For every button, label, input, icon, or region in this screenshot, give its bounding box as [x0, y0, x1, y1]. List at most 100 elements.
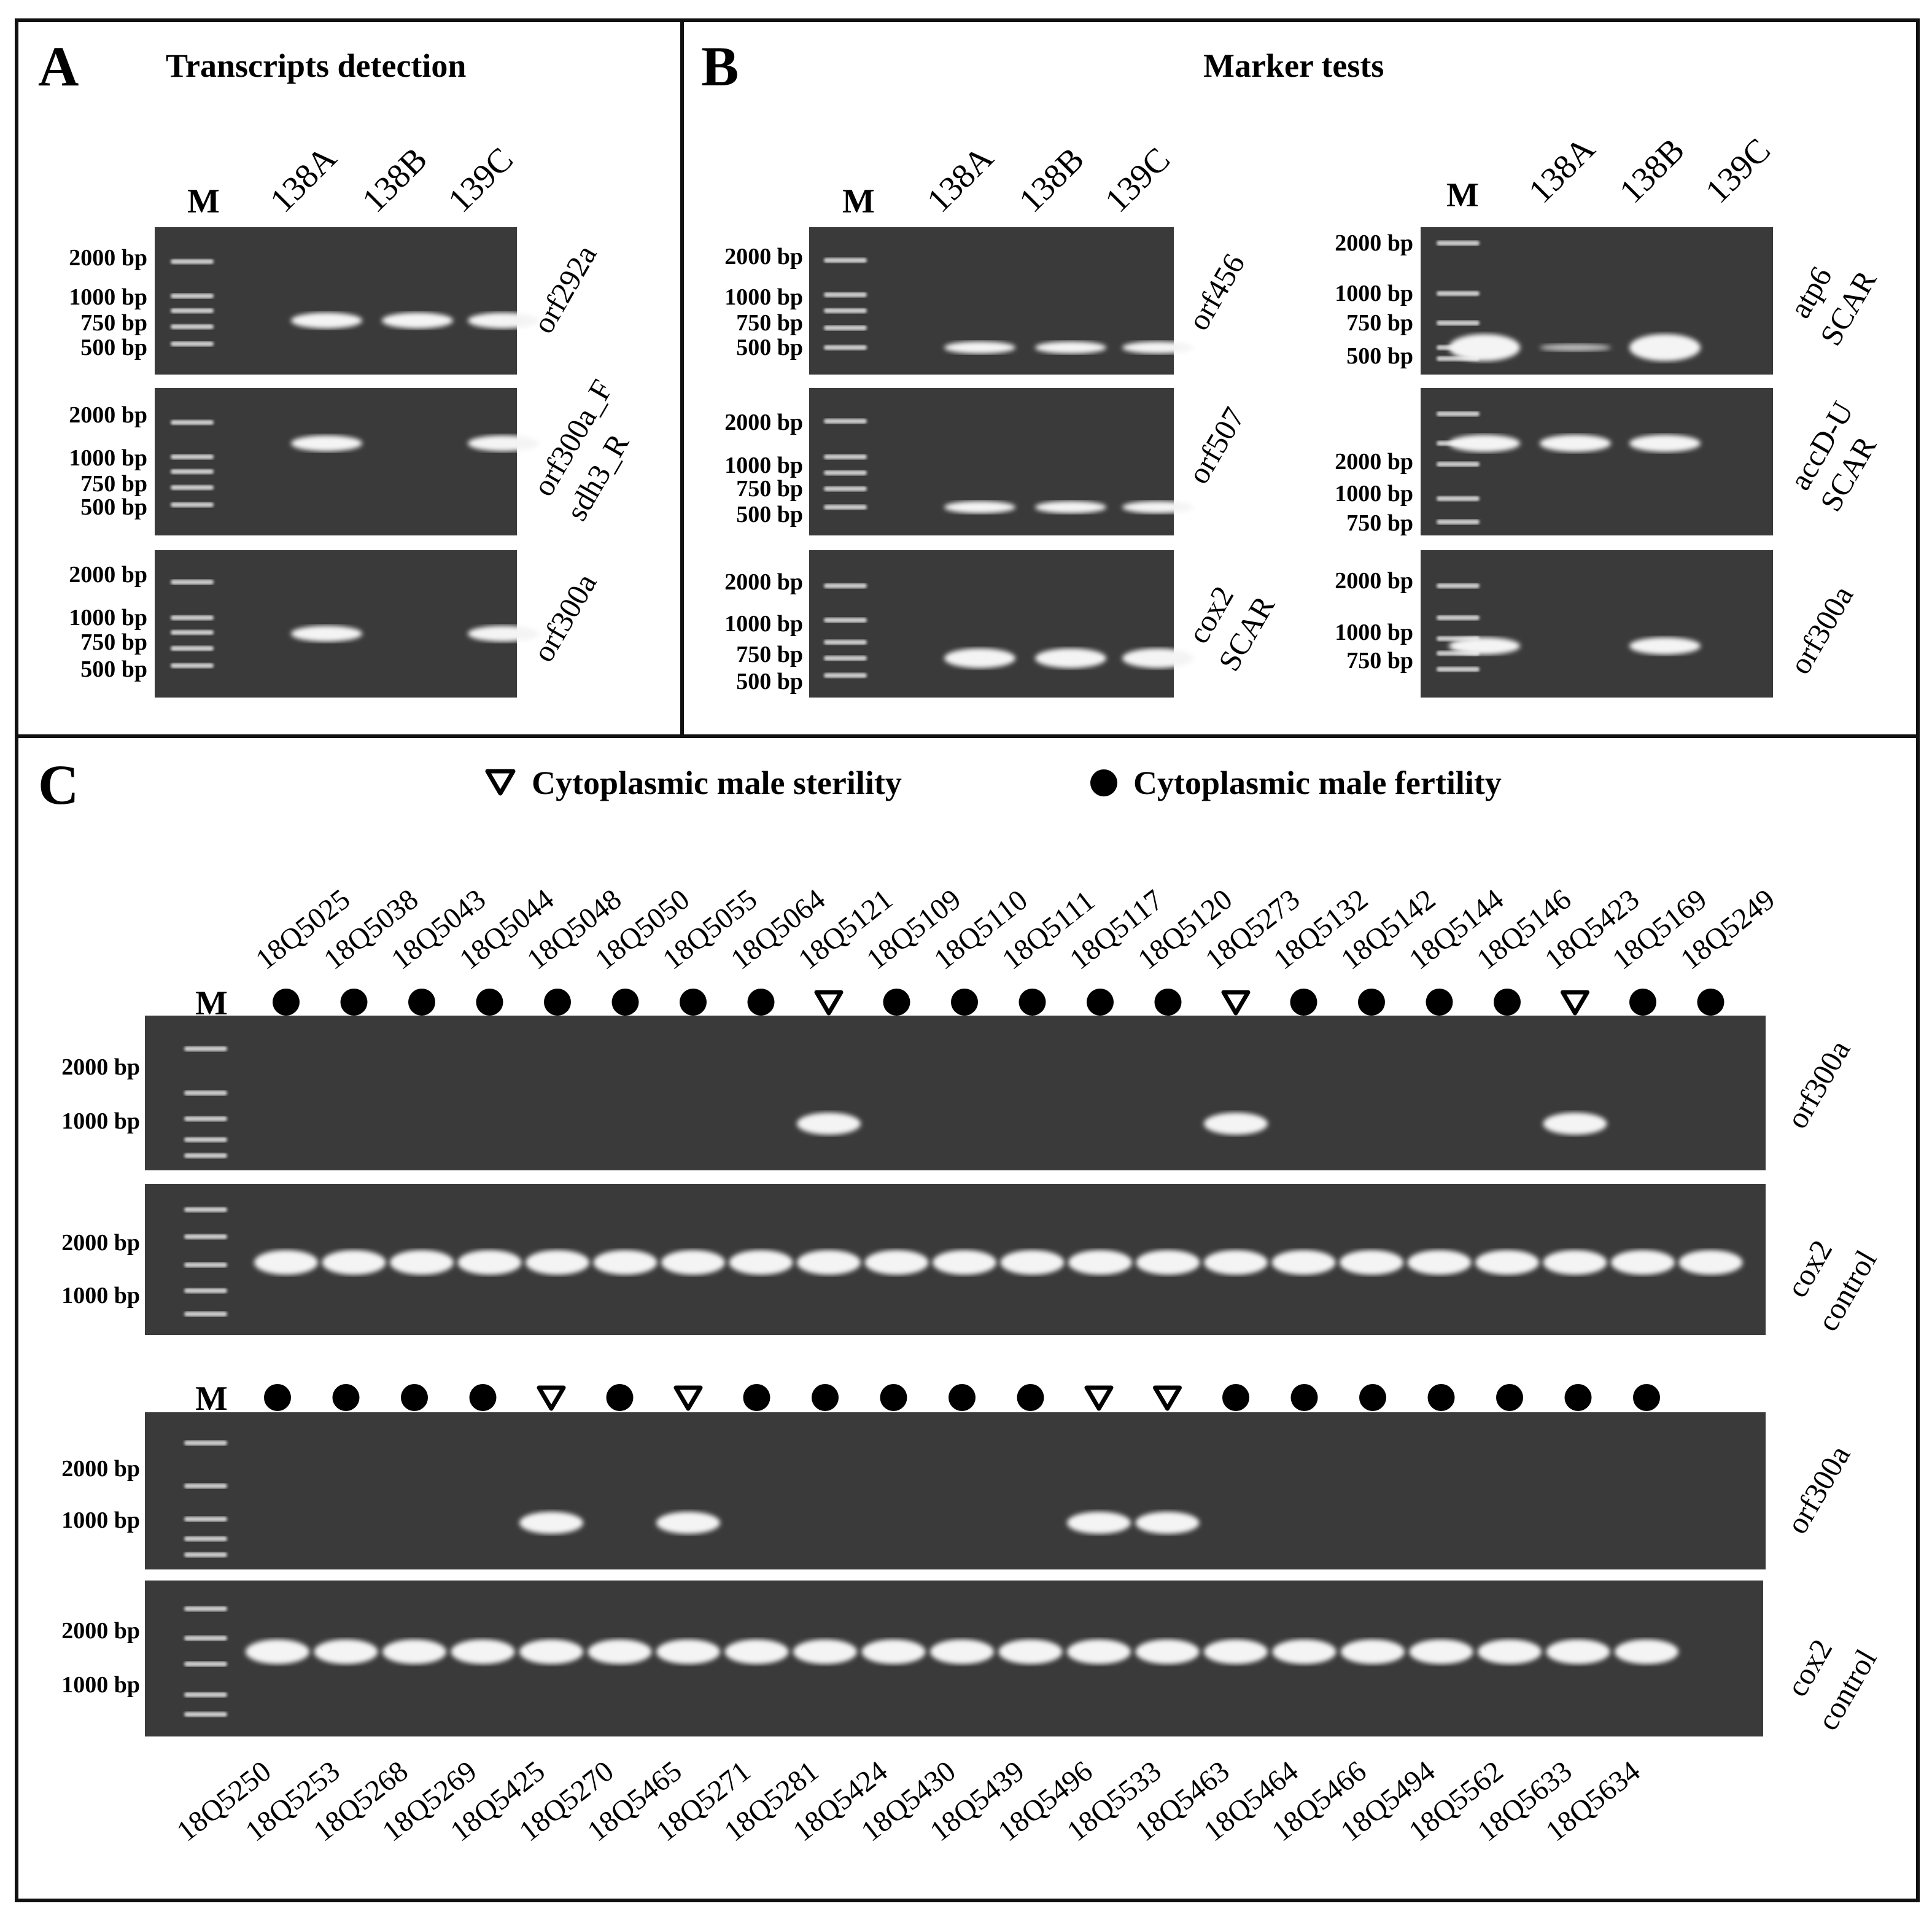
panel-a-gel-1-sample-band-1	[291, 313, 362, 329]
panel-c-gel-orf300a-1-background	[145, 1016, 1766, 1170]
panel-b-right-gel-1	[1421, 227, 1773, 375]
panel-a-gel-3-ladder-band-3	[171, 630, 214, 635]
panel-b-right-gel-2-sample-band-1	[1449, 435, 1520, 452]
sterility-triangle-icon	[485, 769, 516, 796]
panel-c-gel-cox2-1-sample-band-10	[864, 1250, 929, 1275]
panel-b-right-gel-1-size-label: 500 bp	[1346, 343, 1413, 369]
panel-b-left-gel-1-sample-band-2	[1035, 341, 1106, 354]
panel-b-right-gel-3-sample-band-1	[1449, 637, 1520, 655]
panel-c-gel-cox2-1-ladder-band-2	[184, 1234, 227, 1239]
panel-a-gel-1-ladder-band-3	[171, 308, 214, 313]
panel-c-gel-cox2-1-sample-band-4	[457, 1250, 522, 1275]
panel-b-left-gel-3-size-label: 1000 bp	[724, 611, 803, 637]
panel-c-gel-cox2-1-ladder-band-5	[184, 1312, 227, 1316]
panel-b-left-gel-3-size-label: 500 bp	[736, 669, 803, 694]
panel-a-gel-1-size-label: 2000 bp	[69, 245, 147, 271]
panel-c-bottom-1-fertility-dot-icon	[264, 1384, 291, 1411]
panel-a-gel-1-size-label: 500 bp	[80, 335, 147, 360]
panel-c-top-12-fertility-dot-icon	[1018, 989, 1046, 1016]
panel-c-gel-cox2-2-sample-band-6	[588, 1639, 652, 1664]
panel-b-left-gel-2-size-label: 500 bp	[736, 502, 803, 527]
panel-a-gel-3-size-label: 2000 bp	[69, 562, 147, 588]
panel-a-gel-2-sample-band-3	[468, 435, 539, 451]
panel-c-bottom-2-fertility-dot-icon	[332, 1384, 360, 1411]
panel-a-gel-3	[155, 550, 539, 698]
panel-c-top-marker-label: M	[195, 984, 228, 1022]
panel-c-top-14-fertility-dot-icon	[1154, 989, 1182, 1016]
panel-c-gel-cox2-2-ladder-band-4	[184, 1692, 227, 1697]
panel-c-gel-cox2-1-sample-band-1	[254, 1250, 318, 1275]
panel-b-left-gel-2-size-label: 2000 bp	[724, 410, 803, 435]
panel-c-gel-orf300a-1-sample-band-20	[1543, 1113, 1607, 1135]
panel-c-bottom-9-fertility-dot-icon	[812, 1384, 839, 1411]
panel-c-bottom-10-fertility-dot-icon	[880, 1384, 907, 1411]
panel-c-gel-1-size-label: 1000 bp	[61, 1108, 140, 1134]
panel-b-left-gel-1-ladder-band-4	[824, 325, 867, 330]
panel-c-gel-cox2-2-sample-band-14	[1135, 1639, 1200, 1664]
panel-b-right-gel-2-ladder-band-4	[1437, 496, 1480, 501]
panel-b-left-gel-3-size-label: 2000 bp	[724, 569, 803, 595]
panel-b-left-gel-3-ladder-band-3	[824, 640, 867, 645]
panel-c-top-11-fertility-dot-icon	[951, 989, 978, 1016]
panel-c-gel-cox2-1-sample-band-11	[933, 1250, 996, 1275]
panel-c-top-16-fertility-dot-icon	[1290, 989, 1317, 1016]
panel-c-gel-3-size-label: 1000 bp	[61, 1507, 140, 1533]
panel-c-top-6-fertility-dot-icon	[611, 989, 639, 1016]
panel-b-right-gel-3-ladder-band-2	[1437, 615, 1480, 620]
panel-c-gel-orf300a-2-sample-band-14	[1135, 1512, 1200, 1534]
panel-c-gel-cox2-1-sample-band-9	[797, 1250, 861, 1275]
panel-c-top-20-sterility-triangle-icon	[1561, 990, 1589, 1016]
panel-c-top-13-fertility-dot-icon	[1087, 989, 1114, 1016]
panel-b-left-gel-2-ladder-band-1	[824, 419, 867, 424]
panel-c-gel-cox2-1-sample-band-21	[1611, 1250, 1675, 1275]
legend-fertility-label: Cytoplasmic male fertility	[1133, 764, 1502, 801]
panel-c-gel-cox2-1-ladder-band-4	[184, 1288, 227, 1293]
panel-c-gel-cox2-1-ladder-band-3	[184, 1262, 227, 1267]
panel-c-top-2-fertility-dot-icon	[340, 989, 368, 1016]
panel-c-gel-cox2-2-sample-band-7	[656, 1639, 720, 1664]
panel-c-gel-3-size-label: 2000 bp	[61, 1456, 140, 1482]
panel-a-title: Transcripts detection	[166, 47, 467, 84]
panel-c-gel-cox2-2-sample-band-18	[1409, 1639, 1473, 1664]
panel-c-gel-orf300a-1-ladder-band-5	[184, 1153, 227, 1158]
panel-b-right-gel-3-size-label: 1000 bp	[1335, 620, 1413, 645]
panel-b-left-gel-1-sample-band-3	[1122, 341, 1193, 354]
panel-c-gel-cox2-1-sample-band-2	[322, 1250, 386, 1275]
panel-c-gel-4-size-label: 2000 bp	[61, 1618, 140, 1644]
panel-b-right-gel-1-ladder-band-1	[1437, 241, 1480, 246]
panel-b-letter: B	[701, 35, 739, 98]
panel-c-gel-orf300a-2-ladder-band-5	[184, 1552, 227, 1557]
panel-b-right-gel-3-size-label: 2000 bp	[1335, 568, 1413, 594]
panel-b-right-gel-2-ladder-band-3	[1437, 462, 1480, 467]
panel-c-gel-orf300a-2-sample-band-5	[519, 1512, 583, 1534]
panel-c-top-22-fertility-dot-icon	[1697, 989, 1724, 1016]
panel-c-gel-cox2-1-sample-band-22	[1678, 1250, 1743, 1275]
panel-c-gel-orf300a-2	[145, 1412, 1766, 1569]
panel-c-bottom-8-fertility-dot-icon	[743, 1384, 770, 1411]
panel-c-gel-orf300a-2-sample-band-7	[656, 1512, 720, 1534]
gel-images-layer	[145, 227, 1773, 1736]
panel-a-gel-2-background	[155, 388, 517, 535]
panel-a-gel-3-ladder-band-1	[171, 580, 214, 585]
panel-c-gel-cox2-1-sample-band-5	[526, 1250, 589, 1275]
panel-c-top-19-fertility-dot-icon	[1494, 989, 1521, 1016]
panel-c-bottom-marker-label: M	[195, 1380, 228, 1418]
panel-b-right-gel-3-ladder-band-5	[1437, 667, 1480, 672]
panel-c-bottom-18-fertility-dot-icon	[1427, 1384, 1455, 1411]
panel-b-left-gel-1-ladder-band-3	[824, 308, 867, 313]
panel-c-top-8-fertility-dot-icon	[747, 989, 775, 1016]
panel-b-right-gel-2-ladder-band-1	[1437, 411, 1480, 416]
panel-c-gel-cox2-2-ladder-band-3	[184, 1662, 227, 1666]
panel-c-gel-cox2-1	[145, 1184, 1766, 1335]
panel-a-gel-2-size-label: 1000 bp	[69, 445, 147, 471]
panel-c-gel-cox2-1-sample-band-8	[729, 1250, 793, 1275]
panel-a-gel-2-ladder-band-2	[171, 454, 214, 459]
panel-c-top-1-fertility-dot-icon	[273, 989, 300, 1016]
panel-b-left-gel-1-size-label: 1000 bp	[724, 284, 803, 310]
panel-b-left-gel-2-ladder-band-5	[824, 505, 867, 510]
panel-a-gel-2-ladder-band-5	[171, 502, 214, 507]
panel-c-gel-2-size-label: 2000 bp	[61, 1230, 140, 1256]
panel-b-left-gel-2-size-label: 1000 bp	[724, 453, 803, 478]
panel-a-gel-1	[155, 227, 539, 375]
